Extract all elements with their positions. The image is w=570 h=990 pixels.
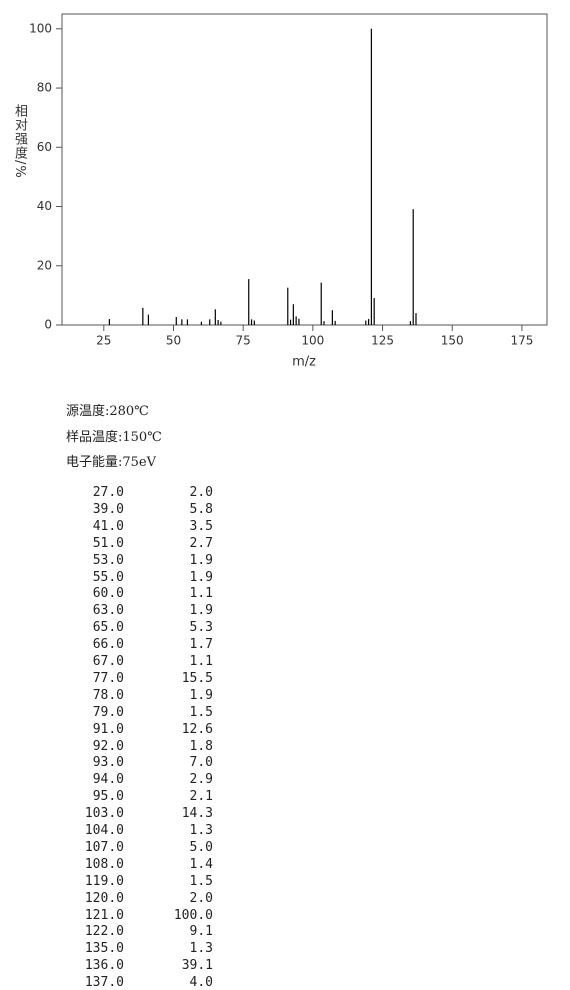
intensity-cell: 1.8 bbox=[189, 738, 213, 754]
mz-cell: 65.0 bbox=[92, 620, 124, 636]
mz-cell: 119.0 bbox=[84, 873, 124, 889]
intensity-cell: 2.9 bbox=[189, 772, 213, 788]
intensity-cell: 2.0 bbox=[189, 485, 213, 500]
plot-frame bbox=[61, 13, 548, 326]
mz-cell: 121.0 bbox=[84, 907, 124, 923]
intensity-cell: 5.8 bbox=[189, 501, 213, 517]
intensity-cell: 1.4 bbox=[189, 856, 213, 872]
intensity-cell: 39.1 bbox=[181, 958, 213, 974]
info-line: 样品温度:150℃ bbox=[66, 429, 162, 445]
mz-cell: 122.0 bbox=[84, 924, 124, 940]
mz-cell: 93.0 bbox=[92, 755, 124, 771]
info-line: 电子能量:75eV bbox=[66, 455, 157, 470]
mz-cell: 39.0 bbox=[92, 501, 124, 517]
y-axis-label: 相对强度/% bbox=[12, 104, 27, 179]
y-tick-label: 60 bbox=[37, 140, 52, 154]
y-tick-label: 100 bbox=[29, 21, 52, 35]
intensity-cell: 5.0 bbox=[189, 839, 213, 855]
mz-cell: 67.0 bbox=[92, 654, 124, 669]
mz-cell: 27.0 bbox=[92, 485, 124, 500]
intensity-cell: 5.3 bbox=[189, 620, 213, 636]
mz-cell: 135.0 bbox=[84, 941, 124, 957]
x-axis-label: m/z bbox=[292, 355, 316, 370]
mz-cell: 107.0 bbox=[84, 839, 124, 855]
x-tick-label: 25 bbox=[96, 334, 111, 348]
intensity-cell: 1.1 bbox=[189, 586, 213, 602]
mz-cell: 95.0 bbox=[92, 789, 124, 805]
mz-cell: 91.0 bbox=[92, 721, 124, 737]
intensity-cell: 2.0 bbox=[189, 890, 213, 906]
info-line: 源温度:280℃ bbox=[66, 404, 149, 419]
intensity-cell: 1.3 bbox=[189, 941, 213, 957]
mz-cell: 103.0 bbox=[84, 806, 124, 822]
intensity-cell: 14.3 bbox=[181, 806, 213, 822]
x-tick-label: 75 bbox=[236, 334, 251, 348]
chart: m/z 0 20 40 60 80 100 25 50 75 100 125 150 175 bbox=[29, 13, 548, 370]
intensity-cell: 1.9 bbox=[189, 603, 213, 619]
mz-cell: 66.0 bbox=[92, 637, 124, 653]
intensity-cell: 1.1 bbox=[189, 654, 213, 669]
intensity-cell: 2.7 bbox=[189, 535, 213, 551]
intensity-cell: 12.6 bbox=[181, 721, 213, 737]
x-tick-label: 50 bbox=[166, 334, 181, 348]
mz-cell: 104.0 bbox=[84, 823, 124, 838]
mz-cell: 137.0 bbox=[84, 975, 124, 990]
y-tick-label: 0 bbox=[44, 318, 52, 332]
mz-cell: 63.0 bbox=[92, 603, 124, 619]
mz-cell: 41.0 bbox=[92, 518, 124, 534]
intensity-cell: 4.0 bbox=[189, 975, 213, 990]
mz-cell: 94.0 bbox=[92, 772, 124, 788]
intensity-cell: 1.9 bbox=[189, 552, 213, 568]
intensity-cell: 100.0 bbox=[173, 907, 213, 923]
mz-cell: 120.0 bbox=[84, 890, 124, 906]
intensity-cell: 1.5 bbox=[189, 873, 213, 889]
intensity-cell: 1.9 bbox=[189, 569, 213, 585]
mz-cell: 108.0 bbox=[84, 856, 124, 872]
x-tick-label: 100 bbox=[301, 334, 324, 348]
mz-cell: 55.0 bbox=[92, 569, 124, 585]
intensity-cell: 1.3 bbox=[189, 823, 213, 838]
mz-cell: 79.0 bbox=[92, 704, 124, 720]
y-tick-label: 40 bbox=[37, 199, 52, 213]
mz-cell: 77.0 bbox=[92, 670, 124, 686]
x-tick-label: 125 bbox=[371, 334, 394, 348]
intensity-cell: 2.1 bbox=[189, 789, 213, 805]
mz-cell: 53.0 bbox=[92, 552, 124, 568]
x-tick-label: 150 bbox=[441, 334, 464, 348]
mz-cell: 78.0 bbox=[92, 687, 124, 703]
intensity-cell: 7.0 bbox=[189, 755, 213, 771]
mz-cell: 51.0 bbox=[92, 535, 124, 551]
intensity-cell: 3.5 bbox=[189, 518, 213, 534]
x-tick-label: 175 bbox=[510, 334, 533, 348]
intensity-cell: 9.1 bbox=[189, 924, 213, 940]
mz-cell: 60.0 bbox=[92, 586, 124, 602]
intensity-cell: 15.5 bbox=[181, 670, 213, 686]
mz-cell: 92.0 bbox=[92, 738, 124, 754]
y-tick-label: 20 bbox=[37, 258, 52, 272]
mz-cell: 136.0 bbox=[84, 958, 124, 974]
intensity-cell: 1.7 bbox=[189, 637, 213, 653]
intensity-cell: 1.9 bbox=[189, 687, 213, 703]
y-tick-label: 80 bbox=[37, 81, 52, 95]
intensity-cell: 1.5 bbox=[189, 704, 213, 720]
